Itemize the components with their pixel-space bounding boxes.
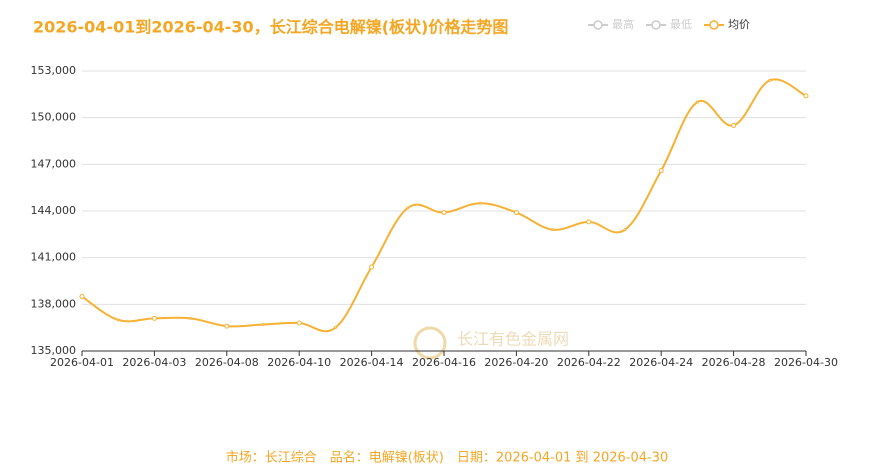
x-tick-label: 2026-04-24 bbox=[629, 356, 693, 369]
y-tick-label: 141,000 bbox=[31, 251, 77, 264]
point bbox=[803, 93, 809, 99]
point bbox=[695, 100, 699, 104]
point bbox=[369, 264, 375, 270]
point bbox=[79, 294, 85, 300]
y-tick-label: 144,000 bbox=[31, 204, 77, 217]
point bbox=[333, 326, 337, 330]
x-tick-label: 2026-04-30 bbox=[774, 356, 838, 369]
legend-label[interactable]: 最高 bbox=[612, 17, 634, 31]
y-tick-label: 153,000 bbox=[31, 64, 77, 77]
point bbox=[296, 320, 302, 326]
y-tick-label: 135,000 bbox=[31, 344, 77, 357]
point bbox=[116, 318, 120, 322]
point bbox=[261, 323, 265, 327]
legend-label[interactable]: 均价 bbox=[728, 18, 750, 31]
y-tick-label: 147,000 bbox=[31, 157, 77, 170]
y-tick-label: 150,000 bbox=[31, 111, 77, 124]
point bbox=[731, 122, 737, 128]
line bbox=[81, 78, 807, 333]
legend-label[interactable]: 最低 bbox=[670, 18, 692, 31]
x-tick-label: 2026-04-20 bbox=[484, 356, 548, 369]
watermark: 长江有色金属网 bbox=[457, 330, 569, 349]
legend-marker[interactable] bbox=[709, 20, 719, 30]
point bbox=[441, 210, 447, 216]
point bbox=[478, 201, 482, 205]
point bbox=[658, 168, 664, 174]
y-tick-label: 138,000 bbox=[31, 297, 77, 310]
x-tick-label: 2026-04-10 bbox=[267, 356, 331, 369]
point bbox=[513, 210, 519, 216]
point bbox=[406, 206, 410, 210]
x-tick-label: 2026-04-28 bbox=[702, 356, 766, 369]
point bbox=[551, 228, 555, 232]
watermark-logo bbox=[413, 326, 447, 360]
x-tick-label: 2026-04-16 bbox=[412, 356, 476, 369]
x-tick-label: 2026-04-08 bbox=[195, 356, 259, 369]
point bbox=[768, 78, 772, 82]
x-tick-label: 2026-04-01 bbox=[50, 356, 114, 369]
legend-marker[interactable] bbox=[593, 20, 603, 30]
point bbox=[623, 228, 627, 232]
chart-title: 2026-04-01到2026-04-30，长江综合电解镍(板状)价格走势图 bbox=[33, 18, 508, 37]
point bbox=[224, 323, 230, 329]
x-tick-label: 2026-04-14 bbox=[340, 356, 404, 369]
point bbox=[151, 315, 157, 321]
legend-marker[interactable] bbox=[651, 20, 661, 30]
point bbox=[189, 316, 193, 320]
x-tick-label: 2026-04-22 bbox=[557, 356, 621, 369]
x-tick-label: 2026-04-03 bbox=[122, 356, 186, 369]
footer: 市场：长江综合 品名：电解镍(板状) 日期：2026-04-01 到 2026-… bbox=[226, 450, 669, 466]
point bbox=[586, 219, 592, 225]
